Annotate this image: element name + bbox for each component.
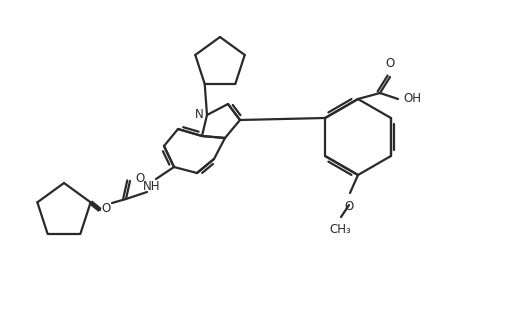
Text: O: O xyxy=(101,202,111,216)
Text: N: N xyxy=(195,108,203,120)
Text: CH₃: CH₃ xyxy=(329,223,351,236)
Text: O: O xyxy=(345,200,354,213)
Text: OH: OH xyxy=(403,92,421,105)
Text: NH: NH xyxy=(143,180,161,193)
Text: O: O xyxy=(386,57,395,70)
Text: O: O xyxy=(135,173,144,185)
